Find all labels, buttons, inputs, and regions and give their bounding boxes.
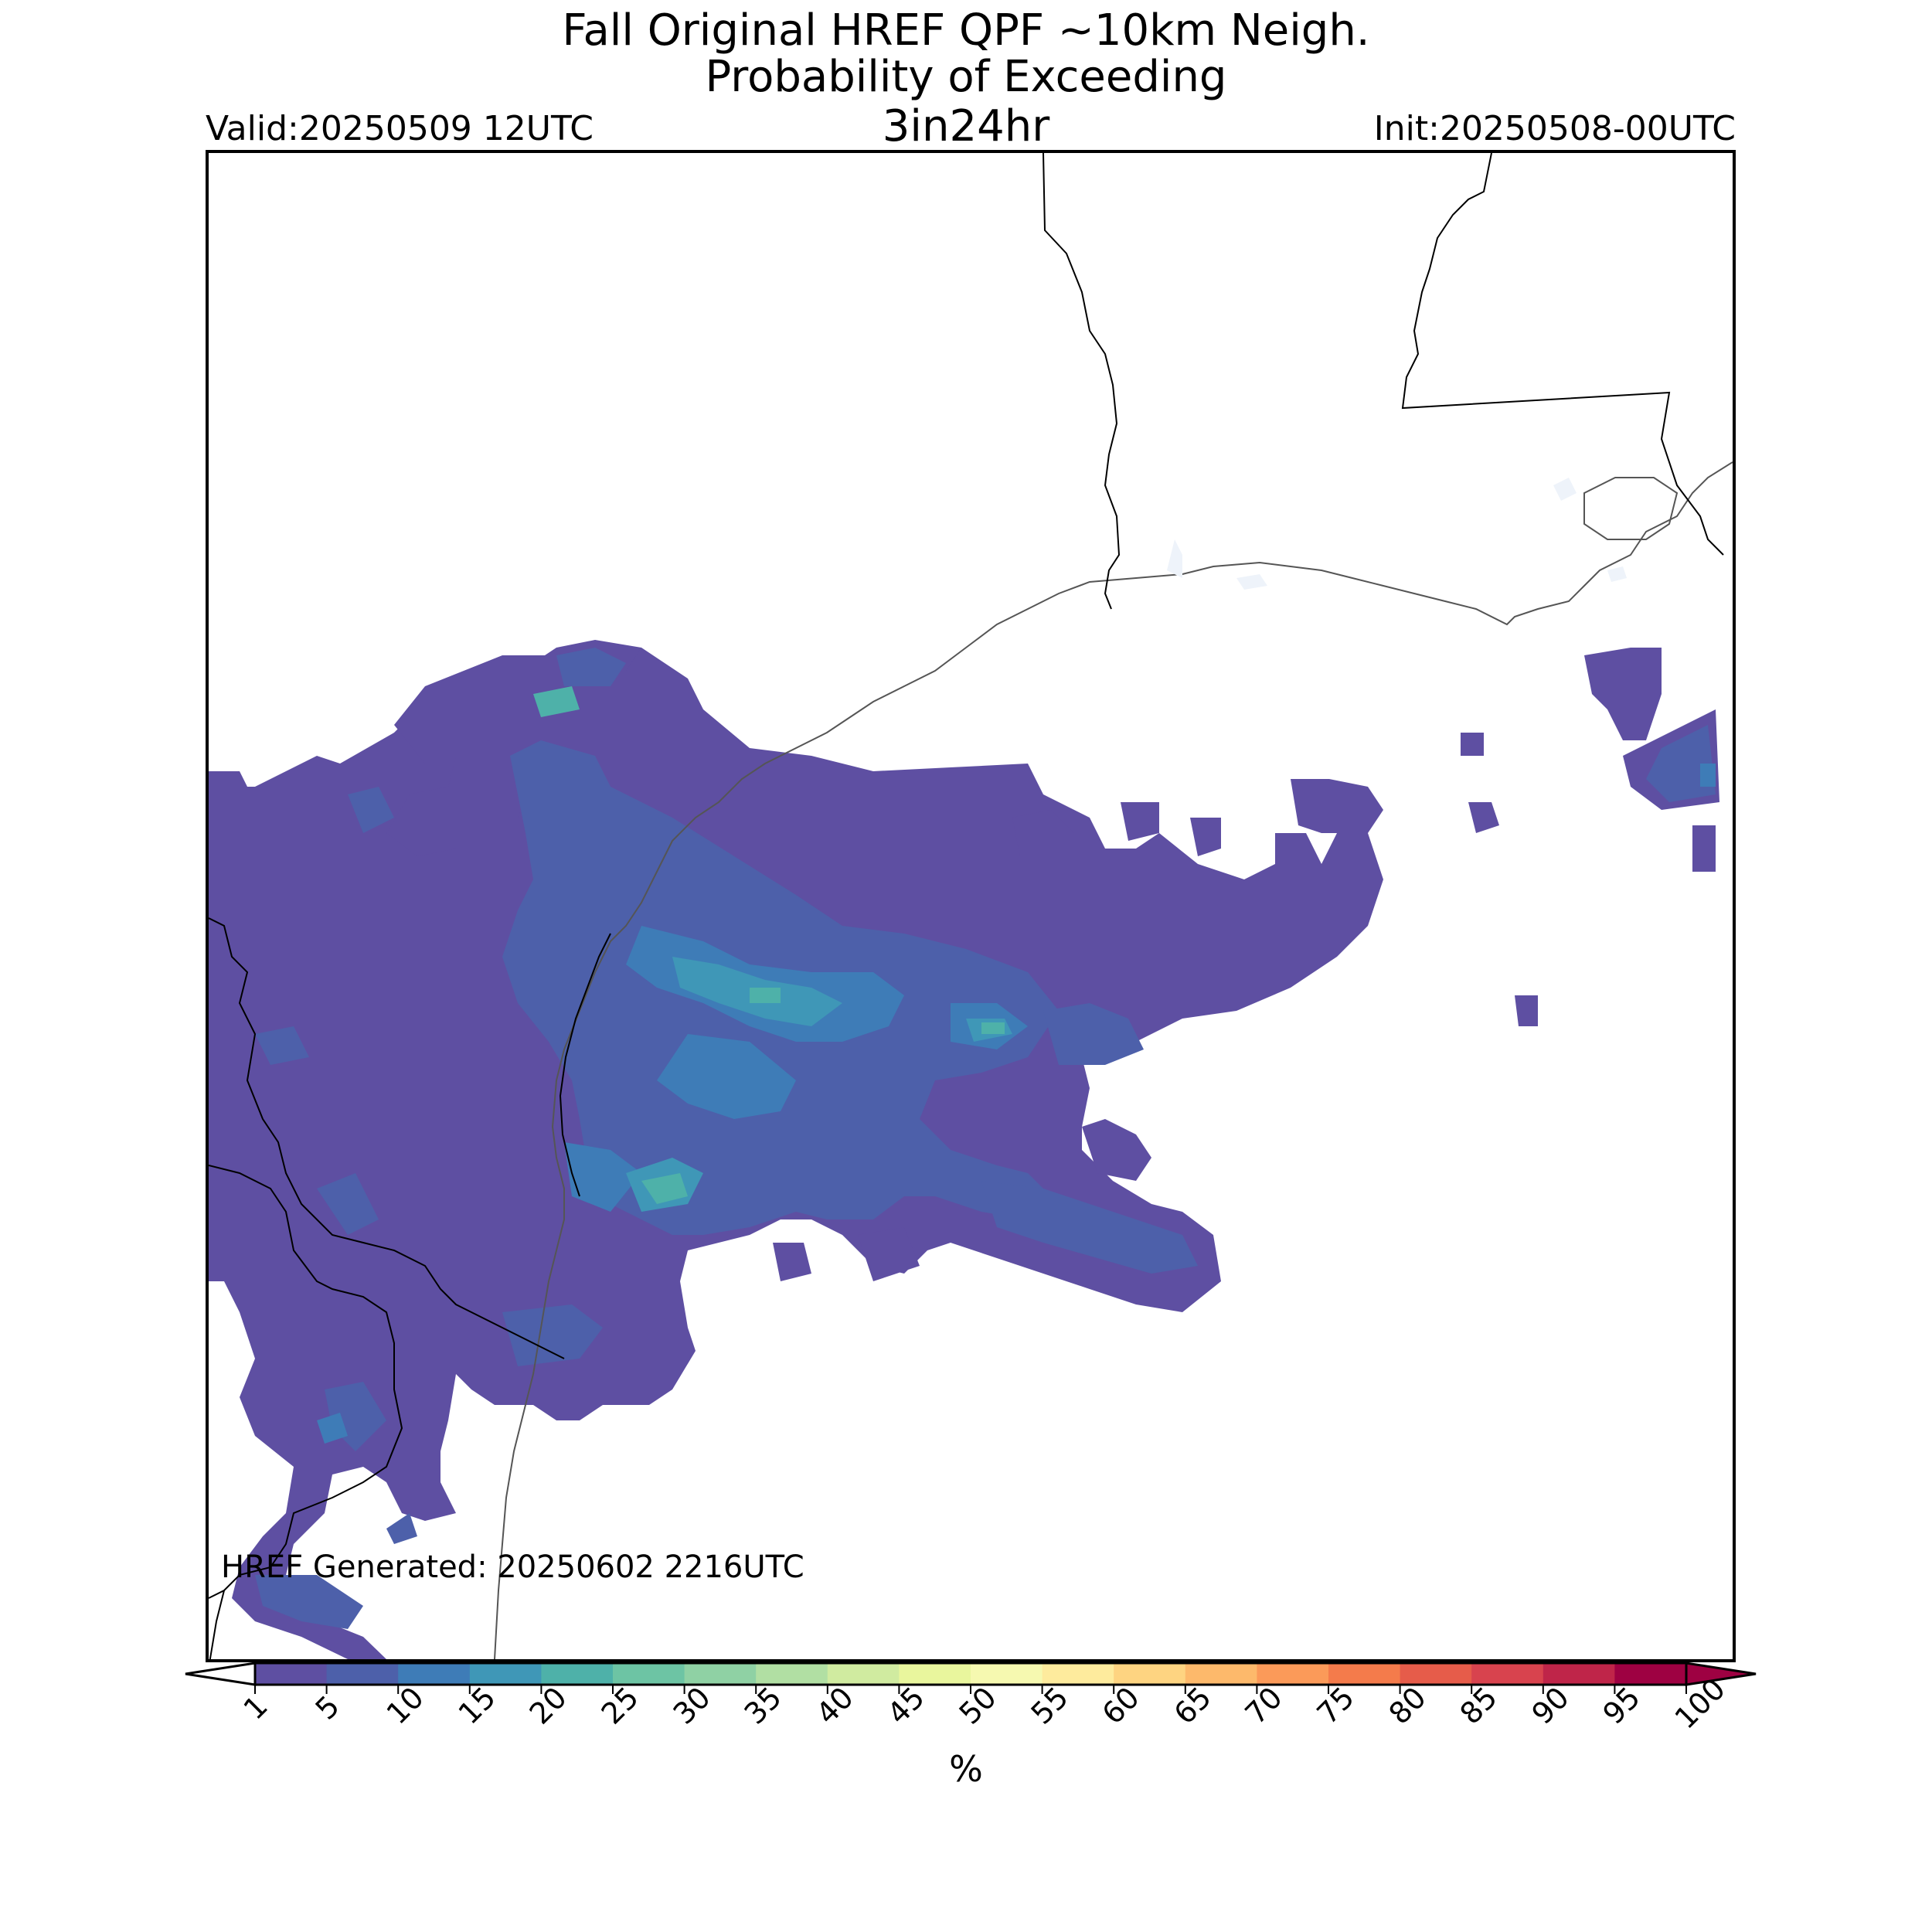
prob-cell-k xyxy=(773,1243,811,1281)
prob-area-20pct-b xyxy=(750,988,781,1003)
colorbar-segment xyxy=(398,1663,471,1685)
prob-cell-l xyxy=(858,1227,920,1281)
colorbar-ticks xyxy=(254,1685,1687,1694)
title-line-3: 3in24hr xyxy=(882,101,1050,151)
init-time-label: Init:20250508-00UTC xyxy=(1373,109,1736,148)
mexico-inland-border xyxy=(209,1590,225,1659)
prob-area-5pct-s5 xyxy=(317,1173,379,1235)
prob-area-5pct-east xyxy=(1043,1003,1144,1065)
colorbar-segment xyxy=(541,1663,614,1685)
probability-shading xyxy=(209,640,1719,1659)
lake-maurepas xyxy=(1553,478,1577,501)
colorbar-units-label: % xyxy=(949,1748,983,1790)
lake-calcasieu xyxy=(1236,574,1267,590)
colorbar-segment xyxy=(1471,1663,1544,1685)
colorbar-segment xyxy=(1614,1663,1687,1685)
prob-area-5pct-s3 xyxy=(255,1575,363,1629)
prob-area-10pct-c xyxy=(564,1142,641,1212)
colorbar-segment xyxy=(684,1663,757,1685)
colorbar-segment xyxy=(1114,1663,1186,1685)
prob-cell-g xyxy=(1692,825,1716,872)
generated-label: HREF Generated: 20250602 2216UTC xyxy=(221,1549,804,1585)
colorbar-segment xyxy=(756,1663,828,1685)
title-line-1: Fall Original HREF QPF ~10km Neigh. xyxy=(562,5,1370,56)
prob-area-5pct-s2 xyxy=(386,1513,417,1544)
prob-area-5pct-s6 xyxy=(255,1026,309,1065)
colorbar-segment xyxy=(326,1663,399,1685)
prob-area-10pct-e xyxy=(1700,764,1716,787)
colorbar-segment xyxy=(971,1663,1043,1685)
prob-area-10pct-b xyxy=(657,1034,796,1119)
prob-area-5pct-nw xyxy=(348,787,394,833)
colorbar-segment xyxy=(899,1663,971,1685)
prob-area-20pct-c xyxy=(533,686,580,717)
louisiana-mississippi-border xyxy=(1401,153,1724,556)
lake-pontchartrain xyxy=(1583,477,1679,540)
barrier-island xyxy=(559,933,611,1197)
prob-area-20pct xyxy=(641,1173,688,1204)
colorbar-segment xyxy=(1042,1663,1114,1685)
texas-louisiana-border xyxy=(1043,153,1121,610)
colorbar-under-arrow xyxy=(185,1662,257,1686)
lake-sabine xyxy=(1167,539,1182,578)
prob-area-1pct-delta xyxy=(1584,648,1662,740)
prob-cell-h xyxy=(1515,995,1538,1026)
prob-area-5pct-s4 xyxy=(502,1304,603,1366)
colorbar-segment xyxy=(1328,1663,1401,1685)
prob-area-5pct-delta xyxy=(1646,725,1716,802)
colorbar-segment xyxy=(469,1663,542,1685)
prob-cell-j xyxy=(1236,887,1267,910)
prob-cell-e xyxy=(1461,733,1484,756)
map-canvas xyxy=(209,153,1733,1659)
prob-area-1pct-north xyxy=(386,740,533,856)
map-panel xyxy=(206,150,1736,1662)
prob-area-5pct-se xyxy=(981,1181,1198,1274)
coastline xyxy=(494,461,1733,1659)
valid-time-label: Valid:20250509 12UTC xyxy=(206,109,594,148)
prob-cell-b xyxy=(1121,802,1159,841)
mexico-state-border xyxy=(209,1165,403,1599)
prob-area-20pct-d xyxy=(981,1022,1005,1034)
colorbar-segment xyxy=(1257,1663,1329,1685)
colorbar-segment xyxy=(827,1663,900,1685)
lakes xyxy=(1167,478,1627,590)
prob-cell-d xyxy=(1291,779,1383,833)
title-line-2: Probability of Exceeding xyxy=(705,52,1227,102)
prob-cell-i xyxy=(989,895,1012,918)
prob-cell-c xyxy=(1190,818,1221,856)
coastline-and-borders xyxy=(209,153,1733,1659)
lake-borgne xyxy=(1607,566,1627,582)
colorbar-segment xyxy=(1543,1663,1615,1685)
colorbar-segment xyxy=(613,1663,685,1685)
prob-cell-f xyxy=(1468,802,1499,833)
colorbar-segment xyxy=(255,1663,328,1685)
prob-area-1pct-west-top xyxy=(209,771,255,833)
mexico-border xyxy=(209,917,565,1359)
prob-area-10pct-f xyxy=(317,1413,348,1444)
colorbar-segments xyxy=(255,1663,1687,1685)
prob-area-5pct-wtop xyxy=(556,648,626,686)
prob-area-1pct-east xyxy=(1082,1119,1151,1181)
colorbar-segment xyxy=(1185,1663,1257,1685)
colorbar-segment xyxy=(1400,1663,1472,1685)
prob-cell-a xyxy=(1012,810,1074,856)
